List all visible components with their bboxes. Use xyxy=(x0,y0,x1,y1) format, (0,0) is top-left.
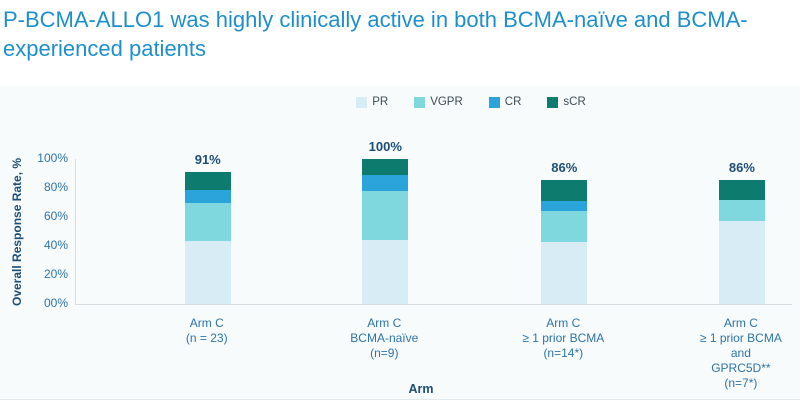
bar-segment-cr xyxy=(362,175,409,192)
bar-segment-vgpr xyxy=(362,191,409,240)
bar-segment-scr xyxy=(718,179,765,201)
legend-item-scr: sCR xyxy=(547,96,586,108)
bar-segment-scr xyxy=(184,171,231,191)
x-category-line: and xyxy=(730,346,751,360)
bar-segment-cr xyxy=(541,200,588,211)
x-category-label: Arm C ≥ 1 prior BCMA (n=14*) xyxy=(488,316,638,361)
x-category-line: Arm C xyxy=(546,316,581,330)
x-category-line: (n=9) xyxy=(370,346,399,360)
x-category-line: Arm C xyxy=(189,316,224,330)
legend-label: PR xyxy=(372,96,389,108)
x-axis-title: Arm xyxy=(408,382,434,396)
bar-segment-pr xyxy=(184,240,231,304)
y-axis-ticks: 00% 20% 40% 60% 80% 100% xyxy=(0,151,68,310)
y-tick-label: 80% xyxy=(43,180,68,194)
x-category-line: ≥ 1 prior BCMA xyxy=(522,331,605,345)
bar-group: 100% xyxy=(362,139,409,304)
bar-segment-pr xyxy=(718,221,765,304)
bar-group: 86% xyxy=(718,159,765,304)
legend: PR VGPR CR sCR xyxy=(75,96,800,108)
legend-item-vgpr: VGPR xyxy=(414,96,463,108)
bar-segment-vgpr xyxy=(541,210,588,242)
bar-total-label: 100% xyxy=(368,139,402,155)
y-tick-label: 40% xyxy=(43,238,68,252)
x-category-line: BCMA-naïve xyxy=(350,331,419,345)
x-category-label: Arm C ≥ 1 prior BCMA and GPRC5D** (n=7*) xyxy=(666,316,800,391)
x-category-line: (n = 23) xyxy=(185,331,228,345)
bar-total-label: 86% xyxy=(728,159,755,175)
cr-swatch-icon xyxy=(488,96,500,108)
legend-label: sCR xyxy=(563,96,586,108)
y-tick-label: 100% xyxy=(37,151,68,165)
vgpr-swatch-icon xyxy=(414,96,426,108)
legend-label: VGPR xyxy=(430,96,463,108)
chart-region: PR VGPR CR sCR Overall Response Rate, % 00%… xyxy=(0,86,800,400)
legend-item-pr: PR xyxy=(356,96,388,108)
bar-segment-vgpr xyxy=(184,203,231,241)
legend-item-cr: CR xyxy=(488,96,522,108)
bar-segment-scr xyxy=(541,179,588,201)
x-category-label: Arm C BCMA-naïve (n=9) xyxy=(309,316,459,361)
bar-group: 91% xyxy=(184,152,231,304)
plot-area: 91% 100% 86% 86% xyxy=(75,139,792,305)
y-tick-label: 60% xyxy=(43,209,68,223)
legend-label: CR xyxy=(504,96,522,108)
bar-total-label: 91% xyxy=(194,151,221,167)
bar-segment-scr xyxy=(362,159,409,176)
x-category-line: (n=14*) xyxy=(543,346,584,360)
x-category-line: ≥ 1 prior BCMA xyxy=(699,331,782,345)
x-category-line: Arm C xyxy=(367,316,402,330)
bar-total-label: 86% xyxy=(551,159,578,175)
pr-swatch-icon xyxy=(356,96,368,108)
y-tick-label: 00% xyxy=(43,296,68,310)
y-tick-label: 20% xyxy=(43,267,68,281)
bar-segment-cr xyxy=(184,190,231,204)
bar-segment-pr xyxy=(362,239,409,304)
page-title: P-BCMA-ALLO1 was highly clinically activ… xyxy=(3,7,748,61)
bar-segment-pr xyxy=(541,241,588,304)
x-category-line: Arm C xyxy=(723,316,758,330)
bar-segment-vgpr xyxy=(718,200,765,222)
x-category-line: (n=7*) xyxy=(724,376,758,390)
scr-swatch-icon xyxy=(547,96,559,108)
bar-group: 86% xyxy=(541,159,588,304)
x-category-line: GPRC5D** xyxy=(711,361,771,375)
x-category-label: Arm C (n = 23) xyxy=(132,316,282,346)
